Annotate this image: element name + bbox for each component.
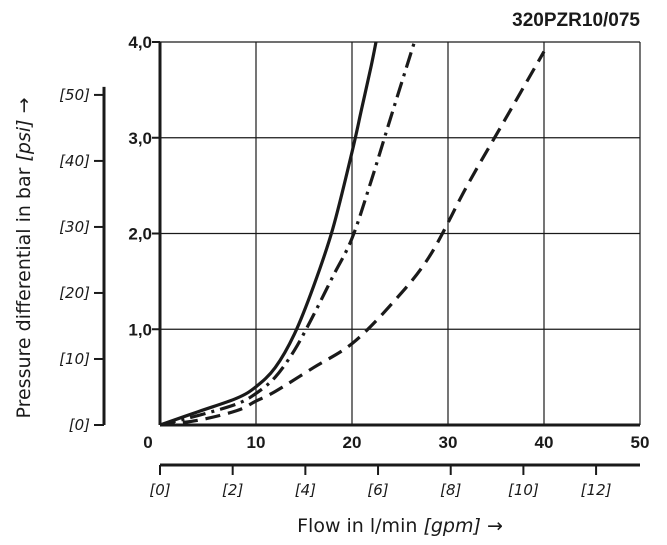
axes: 1,0 2,0 3,0 4,0 0 10 20 30 40 50 [0] [10] [20] [30] [4… <box>59 33 649 499</box>
y-axis-label: Pressure differential in bar [psi] → <box>13 97 35 418</box>
x-tick-label: 20 <box>343 433 362 452</box>
x-tick-secondary-label: [4] <box>295 481 316 499</box>
grid <box>160 41 641 425</box>
y-tick-secondary-label: [30] <box>59 218 90 236</box>
y-axis-label-part: Pressure differential in bar <box>13 162 35 419</box>
x-tick-label: 10 <box>247 433 266 452</box>
series-line-dashed <box>159 50 546 427</box>
y-tick-secondary-label: [50] <box>59 86 90 104</box>
x-axis-label-part: [gpm] <box>423 515 480 537</box>
y-tick-secondary-label: [40] <box>59 152 90 170</box>
x-tick-secondary-label: [6] <box>367 481 388 499</box>
y-axis-label-part: [psi] <box>13 119 35 161</box>
x-axis-label-part: Flow in l/min <box>297 515 423 537</box>
y-tick-label: 2,0 <box>128 225 152 244</box>
y-tick-label: 3,0 <box>128 129 152 148</box>
x-tick-secondary-label: [8] <box>440 481 461 499</box>
y-tick-secondary-label: [10] <box>59 350 90 368</box>
x-tick-label: 50 <box>631 433 650 452</box>
series-group <box>159 41 546 427</box>
x-tick-secondary-label: [12] <box>581 481 612 499</box>
y-tick-label: 1,0 <box>128 320 152 339</box>
x-tick-label: 30 <box>439 433 458 452</box>
series-line-solid <box>159 41 378 427</box>
x-axis-label: Flow in l/min [gpm] → <box>297 515 503 537</box>
y-axis-label-part: → <box>13 97 35 119</box>
y-tick-label: 4,0 <box>128 33 152 52</box>
x-tick-secondary-label: [2] <box>222 481 243 499</box>
y-tick-secondary-label: [0] <box>69 416 90 434</box>
x-tick-label: 0 <box>143 433 152 452</box>
y-tick-secondary-label: [20] <box>59 284 90 302</box>
x-tick-secondary-label: [10] <box>508 481 539 499</box>
x-tick-label: 40 <box>535 433 554 452</box>
x-axis-label-part: → <box>481 515 503 537</box>
chart-title: 320PZR10/075 <box>512 10 640 31</box>
x-tick-secondary-label: [0] <box>149 481 170 499</box>
